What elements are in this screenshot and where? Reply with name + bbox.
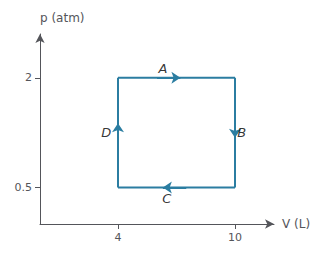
svg-text:A: A [157, 61, 167, 76]
svg-text:C: C [162, 191, 172, 206]
svg-text:p (atm): p (atm) [40, 11, 85, 25]
svg-text:10: 10 [228, 231, 242, 244]
svg-text:4: 4 [115, 231, 122, 244]
svg-text:2: 2 [25, 71, 32, 84]
svg-text:B: B [237, 125, 246, 140]
svg-text:D: D [101, 125, 111, 140]
svg-text:0.5: 0.5 [15, 181, 33, 194]
svg-text:V (L): V (L) [282, 217, 310, 231]
